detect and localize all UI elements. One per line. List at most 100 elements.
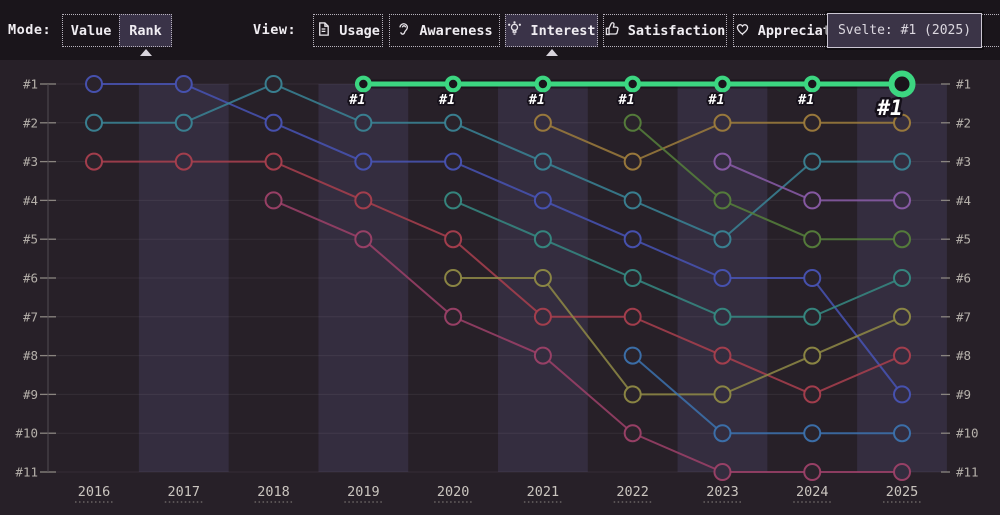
steelblue-series-point[interactable] — [623, 346, 642, 365]
highlight-point[interactable] — [534, 75, 552, 93]
indigo-series-point[interactable] — [803, 269, 822, 287]
indigo-series-point[interactable] — [444, 152, 463, 171]
highlight-point[interactable] — [444, 75, 462, 93]
highlight-point[interactable] — [624, 75, 642, 93]
y-axis-label-left: #6 — [23, 271, 38, 286]
brown-series-point[interactable] — [803, 113, 822, 132]
x-axis-year-label[interactable]: 2018 — [257, 484, 290, 500]
highlight-point[interactable] — [714, 75, 731, 93]
mode-button-value[interactable]: Value — [62, 14, 120, 47]
teal-series-point[interactable] — [893, 152, 912, 171]
magenta-series-point[interactable] — [444, 307, 463, 326]
rank-chart[interactable]: #1 #1 #2 #2 #3 #3 #4 #4 #5 #5 #6 #6 #7 #7 #8 #8 #9 #9 #10 #… — [0, 60, 1000, 515]
magenta-series-point[interactable] — [533, 346, 552, 365]
magenta-series-point[interactable] — [264, 191, 283, 210]
crimson-series-point[interactable] — [623, 307, 642, 326]
x-axis-year-label[interactable]: 2017 — [168, 484, 201, 500]
teal-series-point[interactable] — [623, 191, 642, 210]
highlight-point[interactable] — [888, 70, 916, 98]
indigo-series-point[interactable] — [533, 191, 552, 210]
steelblue-series-line — [632, 354, 903, 435]
magenta-series-point[interactable] — [893, 463, 912, 481]
steelblue-series-point[interactable] — [713, 424, 732, 443]
teal-series-point[interactable] — [85, 113, 103, 132]
crimson-series-point[interactable] — [713, 346, 732, 365]
indigo-series-point[interactable] — [264, 113, 283, 132]
view-button-interest[interactable]: Interest — [505, 14, 598, 56]
teal-series-point[interactable] — [444, 113, 463, 132]
y-axis-label-right: #7 — [956, 309, 971, 324]
crimson-series-point[interactable] — [354, 191, 373, 210]
crimson-series-point[interactable] — [174, 152, 193, 171]
indigo-series-point[interactable] — [623, 230, 642, 249]
magenta-series-point[interactable] — [713, 463, 732, 481]
teal-series-point[interactable] — [803, 152, 822, 171]
x-axis-year-label[interactable]: 2023 — [706, 484, 739, 500]
indigo-series-point[interactable] — [893, 385, 912, 404]
olive-series-point[interactable] — [893, 307, 912, 326]
cyan-series-point[interactable] — [444, 191, 463, 210]
cyan-series-point[interactable] — [623, 269, 642, 287]
steelblue-series-point[interactable] — [893, 424, 912, 443]
view-button-usage[interactable]: Usage — [313, 14, 383, 47]
x-axis-year-label[interactable]: 2016 — [78, 484, 111, 500]
mode-button-rank[interactable]: Rank — [119, 14, 172, 56]
x-axis-year-label[interactable]: 2019 — [347, 484, 380, 500]
crimson-series-point[interactable] — [533, 307, 552, 326]
crimson-series-point[interactable] — [444, 230, 463, 249]
x-axis-year-label[interactable]: 2025 — [886, 484, 919, 500]
crimson-series-point[interactable] — [85, 152, 103, 171]
violet-series-point[interactable] — [713, 152, 732, 171]
teal-series-point[interactable] — [533, 152, 552, 171]
view-button-satisfaction[interactable]: Satisfaction — [603, 14, 727, 47]
x-axis-year-label[interactable]: 2021 — [527, 484, 560, 500]
x-axis-year-label[interactable]: 2024 — [796, 484, 829, 500]
brown-series-point[interactable] — [533, 113, 552, 132]
violet-series-point[interactable] — [803, 191, 822, 210]
olive-series-point[interactable] — [803, 346, 822, 365]
toolbar: Mode: Value Rank View: Usage Awareness I… — [0, 0, 1000, 60]
view-button-awareness[interactable]: Awareness — [389, 14, 500, 47]
brown-series-point[interactable] — [713, 113, 732, 132]
indigo-series-point[interactable] — [713, 269, 732, 287]
brown-series-point[interactable] — [893, 113, 912, 132]
indigo-series-point[interactable] — [354, 152, 373, 171]
olive-series-point[interactable] — [713, 385, 732, 404]
crimson-series-point[interactable] — [893, 346, 912, 365]
olive-series-point[interactable] — [444, 269, 463, 287]
teal-series-point[interactable] — [174, 113, 193, 132]
steelblue-series-point[interactable] — [803, 424, 822, 443]
magenta-series-point[interactable] — [803, 463, 822, 481]
view-button-usage-label: Usage — [339, 22, 380, 39]
cyan-series-point[interactable] — [533, 230, 552, 249]
brown-series-point[interactable] — [623, 152, 642, 171]
crimson-series-point[interactable] — [264, 152, 283, 171]
teal-series-point[interactable] — [713, 230, 732, 249]
violet-series-point[interactable] — [893, 191, 912, 210]
y-axis-label-right: #1 — [956, 77, 971, 92]
darkgreen-series-point[interactable] — [623, 113, 642, 132]
indigo-series-point[interactable] — [174, 75, 193, 93]
selected-indicator — [139, 49, 152, 56]
cyan-series-point[interactable] — [893, 269, 912, 287]
magenta-series-point[interactable] — [623, 424, 642, 443]
x-axis-year-label[interactable]: 2022 — [616, 484, 649, 500]
indigo-series-point[interactable] — [85, 75, 103, 93]
olive-series-point[interactable] — [533, 269, 552, 287]
darkgreen-series-point[interactable] — [893, 230, 912, 249]
crimson-series-point[interactable] — [803, 385, 822, 404]
highlight-point[interactable] — [803, 75, 821, 93]
magenta-series-point[interactable] — [354, 230, 373, 249]
y-axis-label-right: #3 — [956, 154, 971, 169]
highlight-point[interactable] — [354, 75, 372, 93]
x-axis-year-label[interactable]: 2020 — [437, 484, 470, 500]
cyan-series-point[interactable] — [803, 307, 822, 326]
cyan-series-point[interactable] — [713, 307, 732, 326]
rank-chart-canvas[interactable]: #1 #1 #2 #2 #3 #3 #4 #4 #5 #5 #6 #6 #7 #7 #8 #8 #9 #9 #10 #… — [0, 60, 1000, 515]
y-axis-label-right: #4 — [956, 193, 971, 208]
teal-series-point[interactable] — [354, 113, 373, 132]
olive-series-point[interactable] — [623, 385, 642, 404]
darkgreen-series-point[interactable] — [713, 191, 732, 210]
darkgreen-series-point[interactable] — [803, 230, 822, 249]
teal-series-point[interactable] — [264, 75, 283, 93]
